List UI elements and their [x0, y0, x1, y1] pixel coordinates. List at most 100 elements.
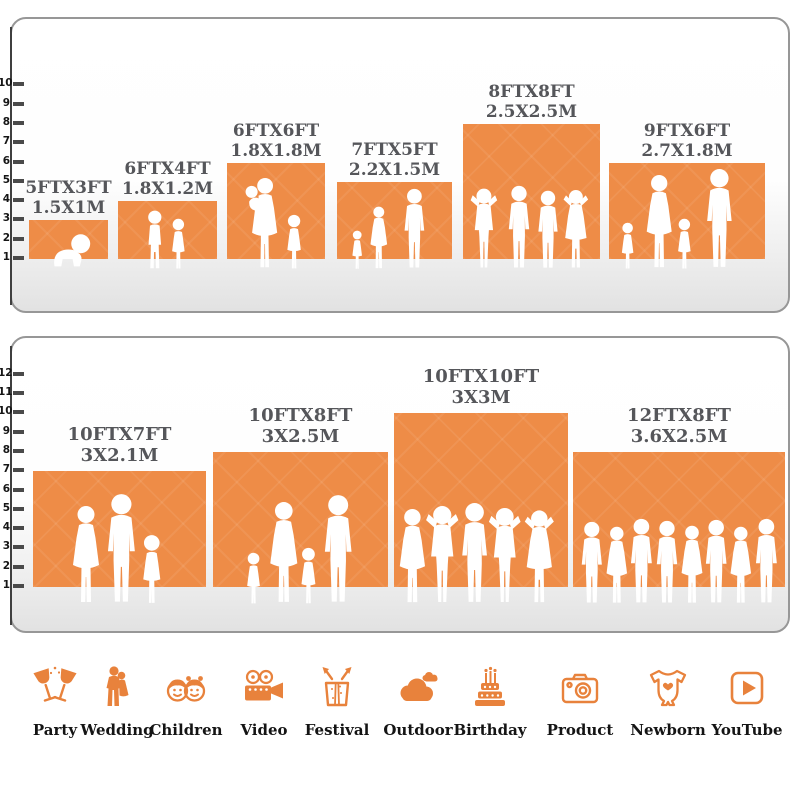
ruler-number-8: 8: [2, 115, 10, 128]
size-feet-text: 5FTX3FT: [25, 178, 112, 199]
ruler-number-5: 5: [2, 501, 10, 514]
ruler-number-3: 3: [2, 540, 10, 553]
ruler-tick-6: [13, 487, 24, 492]
ruler-number-1: 1: [2, 579, 10, 591]
ruler-tick-8: [13, 448, 24, 453]
newborn-icon: [649, 669, 687, 707]
person-silhouette-man: [699, 168, 740, 270]
party-icon: [33, 666, 77, 702]
ruler-number-7: 7: [2, 463, 10, 476]
ruler-number-9: 9: [2, 96, 10, 109]
person-silhouette-woman: [640, 174, 678, 270]
person-silhouette-man: [502, 185, 536, 270]
backdrop-size-label-6ftx4ft: 6FTX4FT 1.8X1.2M: [83, 159, 252, 199]
ruler-number-1: 1: [2, 251, 10, 263]
ruler-number-6: 6: [2, 154, 10, 167]
backdrop-size-label-10ftx8ft: 10FTX8FT 3X2.5M: [178, 405, 423, 447]
ruler-number-9: 9: [2, 424, 10, 437]
ruler-number-3: 3: [2, 212, 10, 225]
ruler-tick-3: [13, 217, 24, 222]
outdoor-icon: [400, 672, 438, 701]
category-item-festival: Festival: [289, 664, 385, 739]
category-label: Birthday: [453, 721, 527, 739]
size-meters-text: 3.6X2.5M: [630, 425, 728, 447]
ruler-number-4: 4: [2, 193, 10, 206]
size-meters-text: 2.5X2.5M: [485, 101, 578, 122]
size-feet-text: 10FTX8FT: [248, 404, 353, 426]
ruler-tick-9: [13, 429, 24, 434]
ruler-number-11: 11: [0, 386, 13, 398]
size-meters-text: 3X3M: [451, 387, 511, 409]
backdrop-box-6ftx4ft: [118, 201, 217, 259]
size-feet-text: 6FTX4FT: [124, 159, 211, 180]
person-silhouette-girl: [619, 222, 636, 270]
size-feet-text: 10FTX10FT: [422, 366, 540, 388]
size-meters-text: 1.8X1.2M: [121, 179, 214, 200]
panel_large-ruler-line: [10, 346, 12, 625]
ruler-tick-4: [13, 526, 24, 531]
backdrop-size-label-6ftx6ft: 6FTX6FT 1.8X1.8M: [192, 121, 360, 161]
category-label: YouTube: [711, 721, 783, 739]
ruler-number-12: 12: [0, 366, 13, 379]
category-label: Children: [149, 721, 223, 739]
backdrop-box-6ftx6ft: [227, 162, 325, 259]
ruler-number-10: 10: [0, 77, 13, 90]
person-silhouette-man: [99, 493, 144, 605]
ruler-tick-1: [13, 256, 24, 260]
backdrop-size-label-8ftx8ft: 8FTX8FT 2.5X2.5M: [428, 82, 635, 122]
category-label: Newborn: [630, 721, 706, 739]
ruler-tick-10: [13, 82, 24, 87]
ruler-number-2: 2: [2, 231, 10, 244]
ruler-tick-2: [13, 564, 24, 569]
size-meters-text: 2.2X1.5M: [348, 159, 441, 180]
ruler-tick-7: [13, 468, 24, 473]
category-label: Wedding: [80, 721, 154, 739]
backdrop-size-label-12ftx8ft: 12FTX8FT 3.6X2.5M: [538, 405, 800, 447]
ruler-number-2: 2: [2, 559, 10, 572]
category-item-children: Children: [138, 664, 234, 739]
backdrop-size-label-7ftx5ft: 7FTX5FT 2.2X1.5M: [302, 140, 487, 180]
category-item-party: Party: [7, 664, 103, 739]
category-item-product: Product: [532, 664, 628, 739]
person-silhouette-man: [316, 494, 360, 605]
ruler-tick-5: [13, 506, 24, 511]
ruler-number-8: 8: [2, 443, 10, 456]
person-silhouette-man: [749, 518, 784, 605]
backdrop-size-label-10ftx10ft: 10FTX10FT 3X3M: [359, 366, 603, 408]
category-item-youtube: YouTube: [699, 664, 795, 739]
ruler-tick-12: [13, 371, 24, 376]
size-feet-text: 10FTX7FT: [67, 424, 172, 446]
person-silhouette-girl: [244, 552, 263, 605]
ruler-number-4: 4: [2, 521, 10, 534]
children-icon: [166, 676, 206, 702]
person-silhouette-manup: [464, 187, 504, 270]
person-silhouette-girl: [284, 214, 304, 270]
category-label: Video: [240, 721, 288, 739]
person-silhouette-womanup: [517, 508, 562, 605]
person-silhouette-womanbaby: [240, 177, 283, 270]
person-silhouette-girl: [675, 218, 694, 270]
person-silhouette-girl: [350, 230, 364, 270]
ruler-number-5: 5: [2, 173, 10, 186]
panel_small-ruler-line: [10, 27, 12, 305]
category-item-video: Video: [216, 664, 312, 739]
ruler-tick-8: [13, 120, 24, 125]
category-label: Party: [32, 721, 78, 739]
person-silhouette-girl: [169, 218, 188, 270]
size-feet-text: 7FTX5FT: [351, 139, 438, 160]
category-label: Product: [546, 721, 614, 739]
ruler-number-10: 10: [0, 405, 13, 418]
ruler-tick-6: [13, 159, 24, 164]
ruler-tick-1: [13, 584, 24, 588]
ruler-tick-11: [13, 391, 24, 395]
size-meters-text: 2.7X1.8M: [641, 140, 733, 161]
birthday-icon: [475, 666, 505, 706]
ruler-tick-7: [13, 140, 24, 145]
ruler-tick-9: [13, 101, 24, 106]
category-item-wedding: Wedding: [69, 664, 165, 739]
person-silhouette-man: [398, 188, 431, 270]
person-silhouette-baby: [50, 232, 91, 270]
ruler-number-6: 6: [2, 482, 10, 495]
backdrop-size-label-5ftx3ft: 5FTX3FT 1.5X1M: [0, 178, 143, 218]
